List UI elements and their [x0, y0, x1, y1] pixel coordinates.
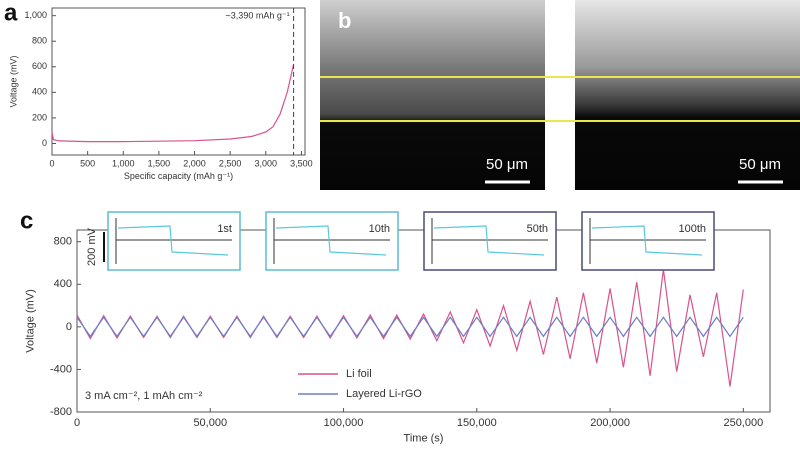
x-axis-label: Time (s): [404, 432, 444, 444]
y-tick-label: 600: [32, 61, 47, 71]
inset-curve: [433, 225, 545, 256]
y-tick-label: 800: [32, 36, 47, 46]
inset-scale-label: 200 mV: [86, 227, 98, 266]
sem-image: [320, 0, 545, 190]
inset-frame: [423, 211, 557, 271]
inset-frame: [265, 211, 399, 271]
plot-frame: [51, 7, 306, 156]
scale-label: 50 μm: [486, 156, 528, 173]
data-line: [76, 316, 744, 338]
inset-label: 10th: [369, 223, 390, 235]
x-tick-label: 0: [49, 158, 54, 168]
y-axis-label: Voltage (mV): [9, 55, 19, 107]
x-tick-label: 2,500: [219, 158, 242, 168]
inset-frame: [107, 211, 241, 271]
y-tick-label: 400: [32, 87, 47, 97]
x-tick-label: 250,000: [723, 417, 763, 429]
sem-image: [575, 0, 800, 190]
x-tick-label: 3,500: [290, 158, 313, 168]
x-tick-label: 150,000: [457, 417, 497, 429]
inset-label: 1st: [217, 223, 232, 235]
x-tick-label: 0: [74, 417, 80, 429]
y-tick-label: 400: [54, 278, 72, 290]
y-tick-label: -400: [50, 363, 72, 375]
x-tick-label: 1,500: [148, 158, 171, 168]
inset-frame: [581, 211, 715, 271]
scale-label: 50 μm: [739, 156, 781, 173]
x-tick-label: 1,000: [112, 158, 135, 168]
data-line: [51, 64, 295, 143]
x-tick-label: 200,000: [590, 417, 630, 429]
data-line: [76, 269, 744, 387]
inset-curve: [275, 225, 387, 256]
inset-curve: [591, 225, 703, 256]
y-tick-label: 800: [54, 236, 72, 248]
panel-b: b 50 μm 50 μm: [320, 0, 800, 190]
inset-label: 50th: [527, 223, 548, 235]
x-tick-label: 3,000: [255, 158, 278, 168]
x-tick-label: 50,000: [193, 417, 227, 429]
annotation: ~3,390 mAh g⁻¹: [226, 10, 290, 20]
inset-curve: [117, 225, 229, 256]
x-axis-label: Specific capacity (mAh g⁻¹): [124, 171, 233, 181]
y-tick-label: 1,000: [24, 10, 47, 20]
legend-label: Layered Li-rGO: [346, 388, 422, 400]
x-tick-label: 100,000: [324, 417, 364, 429]
y-tick-label: -800: [50, 406, 72, 418]
panel-label: b: [338, 8, 351, 33]
x-tick-label: 2,000: [183, 158, 206, 168]
y-tick-label: 200: [32, 112, 47, 122]
panel-label: c: [20, 207, 33, 234]
y-tick-label: 0: [42, 138, 47, 148]
x-tick-label: 500: [80, 158, 95, 168]
y-tick-label: 0: [66, 321, 72, 333]
panel-label: a: [4, 0, 18, 26]
note: 3 mA cm⁻², 1 mAh cm⁻²: [85, 390, 203, 402]
legend-label: Li foil: [346, 368, 372, 380]
inset-label: 100th: [678, 223, 706, 235]
y-axis-label: Voltage (mV): [25, 289, 37, 353]
